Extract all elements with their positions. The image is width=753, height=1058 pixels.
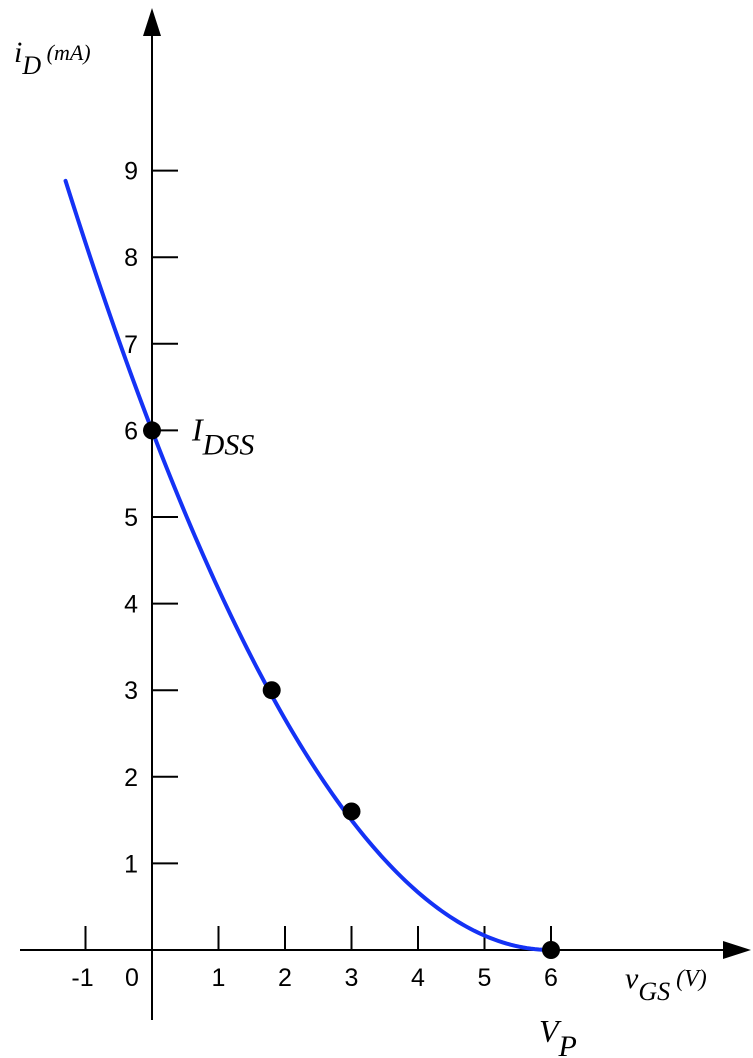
data-point (342, 802, 361, 821)
x-ticks: -1 0 1 2 3 4 5 6 (71, 926, 558, 992)
vp-label: VP (539, 1013, 577, 1058)
y-tick-label: 8 (124, 244, 138, 272)
y-axis-arrow (143, 8, 161, 36)
x-axis-label: vGS (V) (625, 962, 707, 1006)
x-tick-label: 5 (478, 964, 492, 992)
y-tick-label: 7 (124, 331, 138, 359)
x-tick-label: 3 (345, 964, 359, 992)
idss-label: IDSS (191, 411, 254, 461)
data-point (262, 681, 281, 700)
x-tick-label: 2 (278, 964, 292, 992)
y-ticks: 1 2 3 4 5 6 7 8 9 (124, 158, 178, 878)
y-tick-label: 3 (124, 677, 138, 705)
y-tick-label: 9 (124, 158, 138, 186)
y-tick-label: 4 (124, 591, 138, 619)
x-tick-label: 6 (544, 964, 558, 992)
y-tick-label: 5 (124, 504, 138, 532)
transfer-curve (63, 178, 553, 952)
y-axis-label: iD (mA) (14, 36, 91, 80)
x-tick-label: 1 (212, 964, 226, 992)
x-axis-arrow (723, 941, 751, 959)
y-tick-label: 1 (124, 850, 138, 878)
y-tick-label: 2 (124, 764, 138, 792)
data-points (143, 421, 560, 959)
x-tick-label: 0 (125, 964, 139, 992)
data-point (542, 941, 560, 959)
data-point (143, 421, 161, 440)
x-tick-label: 4 (411, 964, 425, 992)
y-tick-label: 6 (124, 417, 138, 445)
x-tick-label: -1 (71, 964, 93, 992)
